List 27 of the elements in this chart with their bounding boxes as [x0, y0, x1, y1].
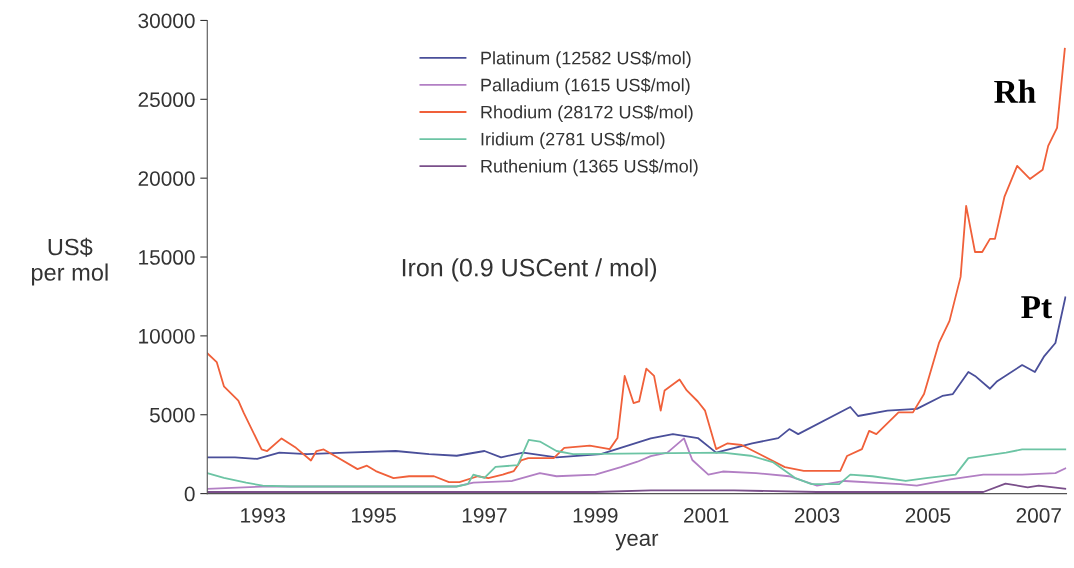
line-series [207, 296, 1067, 460]
legend-label: Ruthenium (1365 US$/mol) [481, 159, 698, 177]
x-axis-title: year [615, 533, 659, 551]
y-tick-label: 0 [184, 486, 195, 502]
x-tick-label: 1999 [573, 508, 618, 523]
x-tick-label: 2007 [1016, 508, 1061, 523]
y-tick-label: 20000 [138, 171, 195, 186]
x-tick-label: 2005 [905, 508, 951, 523]
legend-label: Palladium (1615 US$/mol) [481, 77, 690, 96]
annotation: Rh [994, 79, 1036, 103]
annotation: Pt [1021, 296, 1052, 319]
y-axis-title: US$ per mol [31, 237, 108, 286]
x-tick-label: 2001 [684, 508, 729, 523]
y-tick-label: 15000 [139, 250, 195, 265]
legend-label: Rhodium (28172 US$/mol) [481, 104, 693, 123]
annotation: Iron (0.9 USCent / mol) [402, 258, 657, 282]
y-tick-label: 10000 [139, 328, 195, 344]
x-tick-label: 2003 [794, 508, 840, 523]
legend-label: Platinum (12582 US$/mol) [481, 50, 691, 68]
y-tick-label: 25000 [138, 92, 195, 108]
x-tick-label: 1993 [241, 508, 285, 523]
x-tick-label: 1995 [352, 508, 396, 523]
y-tick-label: 5000 [149, 407, 195, 423]
x-tick-label: 1997 [462, 508, 507, 523]
legend-label: Iridium (2781 US$/mol) [481, 131, 665, 150]
y-tick-label: 30000 [138, 13, 195, 29]
line-series [207, 47, 1066, 483]
